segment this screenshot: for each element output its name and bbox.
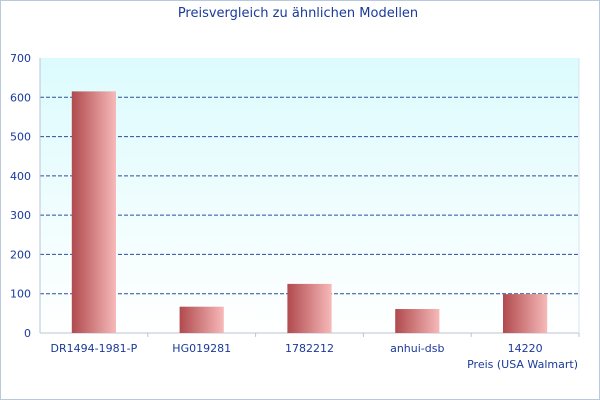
x-tick-label: HG019281 [172,342,231,355]
y-tick-label: 300 [10,209,31,222]
bar-dr1494-1981-p [71,91,116,334]
chart-title: Preisvergleich zu ähnlichen Modellen [178,6,418,21]
x-tick-label: 14220 [508,342,543,355]
x-tick-label: DR1494-1981-P [51,342,138,355]
y-tick-labels: 0 100 200 300 400 500 600 700 [10,52,31,340]
bar-14220 [503,294,548,333]
bar-1782212 [287,283,332,333]
y-tick-label: 500 [10,131,31,144]
bar-hg019281 [179,306,224,333]
x-tick-labels: DR1494-1981-P HG019281 1782212 anhui-dsb 142… [51,342,543,355]
x-axis-label: Preis (USA Walmart) [467,358,578,371]
y-tick-label: 200 [10,248,31,261]
y-tick-label: 400 [10,170,31,183]
y-tick-label: 600 [10,91,31,104]
bar-anhui-dsb [395,309,440,333]
y-tick-label: 100 [10,288,31,301]
bars [71,91,548,334]
y-tick-label: 700 [10,52,31,65]
x-tick-label: anhui-dsb [390,342,444,355]
x-tick-label: 1782212 [285,342,334,355]
y-tick-label: 0 [24,327,31,340]
